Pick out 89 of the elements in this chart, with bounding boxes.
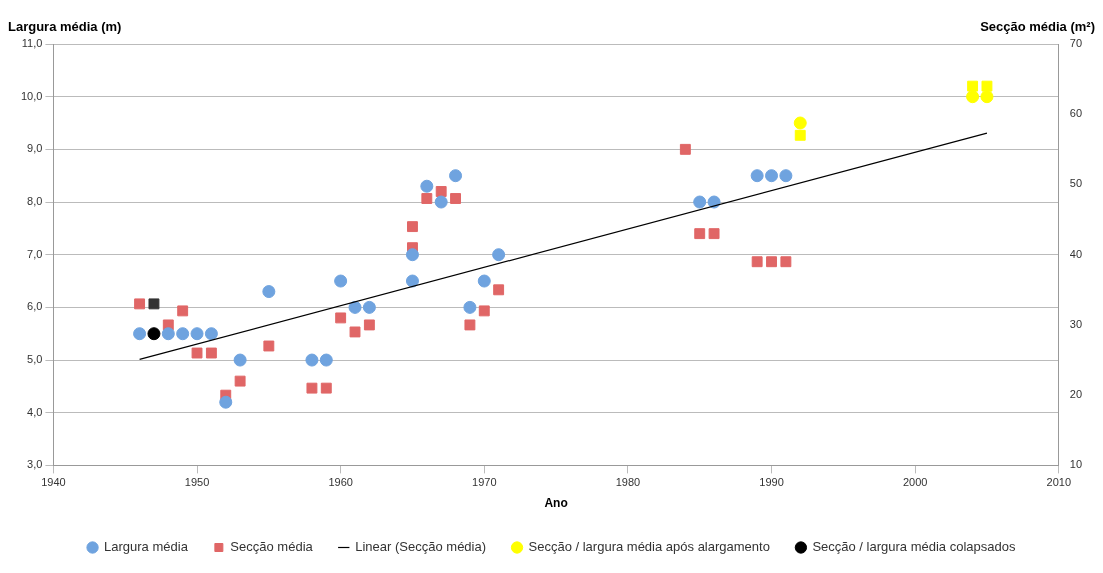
point: [779, 169, 793, 183]
point: [493, 284, 505, 296]
y-tick-label: 3,0: [27, 458, 43, 471]
y-tick-label: 8,0: [27, 195, 43, 208]
point: [177, 305, 189, 317]
x-tick-label: 2010: [1046, 476, 1072, 489]
point: [420, 179, 434, 193]
point: [363, 319, 375, 331]
y-tick-label: 5,0: [27, 353, 43, 366]
point: [176, 327, 190, 341]
point: [190, 327, 204, 341]
y-tick-label: 6,0: [27, 300, 43, 313]
x-tick-label: 2000: [902, 476, 928, 489]
point: [421, 193, 433, 204]
legend-label: Linear (Secção média): [355, 539, 487, 555]
point: [434, 195, 448, 209]
point: [407, 221, 418, 233]
x-tick-label: 1940: [41, 476, 66, 489]
point: [980, 90, 994, 104]
point: [708, 228, 720, 240]
point: [320, 382, 332, 394]
y2-tick-label: 50: [1069, 177, 1083, 190]
point: [679, 143, 691, 155]
point: [134, 298, 146, 310]
y2-tick-label: 20: [1069, 388, 1083, 401]
point: [966, 90, 980, 104]
point: [967, 80, 979, 92]
point: [694, 228, 706, 240]
legend-label: Secção / largura média colapsados: [812, 539, 1016, 555]
legend-label: Secção média: [230, 539, 314, 555]
point: [349, 326, 361, 338]
y-tick-label: 10,0: [20, 89, 43, 102]
point: [263, 340, 275, 352]
point: [793, 116, 807, 130]
y2-tick-label: 10: [1069, 458, 1083, 471]
y-axis-title: Largura média (m): [8, 19, 122, 34]
point: [348, 300, 362, 314]
point: [133, 327, 147, 341]
point: [766, 256, 777, 268]
x-axis-title: Ano: [544, 496, 568, 511]
point: [780, 256, 792, 268]
point: [191, 347, 203, 359]
point: [464, 319, 476, 331]
point: [219, 395, 233, 409]
point: [233, 353, 247, 367]
point: [405, 274, 419, 288]
y-tick-label: 4,0: [27, 405, 43, 418]
y-tick-label: 7,0: [27, 247, 43, 260]
point: [362, 300, 376, 314]
y2-tick-label: 30: [1069, 317, 1083, 330]
point: [405, 248, 419, 262]
point: [463, 300, 477, 314]
point: [306, 382, 318, 394]
y2-tick-label: 60: [1069, 107, 1083, 120]
point: [478, 305, 490, 317]
x-tick-label: 1980: [615, 476, 641, 489]
y2-tick-label: 70: [1069, 37, 1083, 50]
x-tick-label: 1970: [472, 476, 497, 489]
y2-tick-label: 40: [1069, 247, 1083, 260]
point: [305, 353, 319, 367]
legend-label: Secção / largura média após alargamento: [528, 539, 770, 555]
y-tick-label: 11,0: [21, 37, 43, 50]
point: [319, 353, 333, 367]
point: [148, 298, 160, 310]
point: [794, 129, 806, 141]
y2-axis-title: Secção média (m²): [980, 19, 1095, 34]
legend-label: Largura média: [104, 539, 189, 555]
point: [334, 274, 348, 288]
point: [750, 169, 764, 183]
point: [693, 195, 707, 209]
point: [981, 80, 993, 92]
point: [435, 186, 447, 197]
point: [161, 327, 175, 341]
point: [450, 193, 461, 204]
point: [205, 347, 217, 359]
x-tick-label: 1950: [184, 476, 210, 489]
point: [751, 256, 763, 268]
point: [147, 327, 161, 341]
point: [477, 274, 491, 288]
point: [262, 285, 276, 299]
x-tick-label: 1990: [759, 476, 784, 489]
point: [449, 169, 463, 183]
point: [765, 169, 779, 183]
point: [492, 248, 506, 262]
y-tick-label: 9,0: [27, 142, 43, 155]
point: [204, 327, 218, 341]
x-tick-label: 1960: [328, 476, 353, 489]
point: [335, 312, 347, 324]
point: [234, 375, 246, 387]
